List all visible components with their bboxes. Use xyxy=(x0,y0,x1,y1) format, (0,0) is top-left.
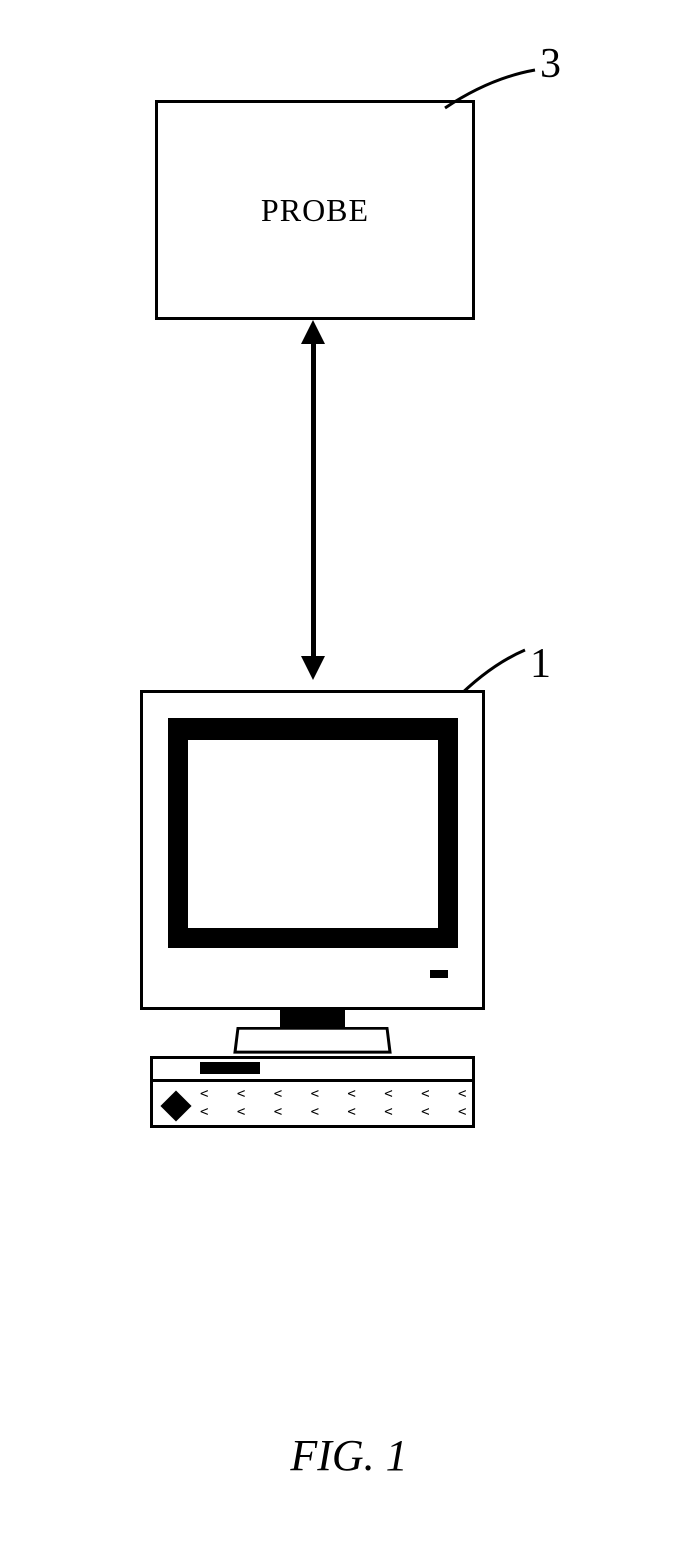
figure-canvas: PROBE 3 1 < < < < < < < < < < < < < < < … xyxy=(0,0,698,1548)
computer-vent-row: < < < < < < < < < < xyxy=(200,1104,470,1120)
computer-tower-top xyxy=(150,1056,475,1082)
computer-ref-number: 1 xyxy=(530,640,551,688)
computer-drive-slot-icon xyxy=(200,1062,260,1074)
figure-caption: FIG. 1 xyxy=(0,1430,698,1481)
monitor-screen xyxy=(188,740,438,928)
monitor-power-button-icon xyxy=(430,970,448,978)
monitor-stand xyxy=(233,1027,391,1054)
monitor-neck xyxy=(280,1010,345,1028)
computer-vent-row: < < < < < < < < < < xyxy=(200,1086,470,1102)
